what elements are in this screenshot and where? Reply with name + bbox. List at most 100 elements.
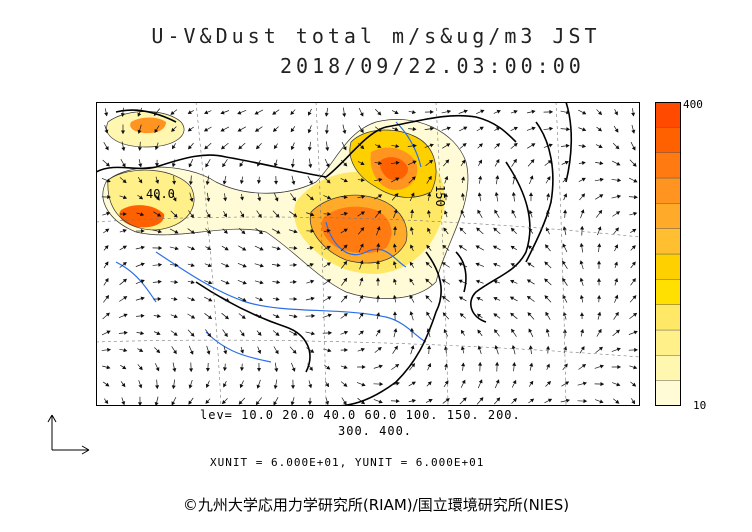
wind-arrow-head [478,159,483,164]
timestamp: 2018/09/22.03:00:00 [280,54,585,78]
wind-arrow-head [310,296,315,301]
wind-arrow-head [275,331,280,336]
wind-arrow-head [156,331,161,335]
wind-arrow-head [446,126,451,131]
wind-arrow-head [256,384,261,389]
wind-arrow-head [633,178,638,183]
wind-arrow-head [155,196,160,201]
wind-arrow-head [137,402,143,406]
wind-arrow-head [105,312,110,317]
wind-arrow-head [171,401,176,406]
wind-arrow-head [343,313,348,317]
wind-arrow-head [273,401,278,406]
wind-arrow-head [378,161,383,166]
wind-arrow-head [190,280,195,285]
wind-arrow-head [544,278,549,283]
wind-arrow-head [173,297,178,301]
wind-arrow-head [615,399,620,404]
wind-arrow-head [204,110,209,115]
wind-arrow-head [276,229,281,234]
wind-arrow-head [631,146,636,151]
wind-arrow-head [493,296,498,301]
wind-arrow-head [343,277,348,282]
wind-arrow-head [123,296,128,300]
graticule [96,102,640,406]
wind-arrow-head [205,383,210,388]
wind-arrow-head [634,347,638,352]
wind-arrow-head [615,311,619,317]
wind-arrow-head [460,346,465,351]
wind-arrow-head [632,382,637,387]
wind-arrow-head [276,280,281,285]
wind-arrow-head [379,382,384,387]
wind-arrow-head [308,164,313,169]
wind-arrow-head [171,127,176,132]
wind-arrow-head [242,280,247,285]
wind-arrow-head [220,145,226,150]
wind-arrow-head [225,263,230,268]
colorbar [655,102,681,406]
wind-arrow-head [546,363,550,368]
wind-arrow-head [495,379,500,384]
wind-arrow-head [633,195,638,200]
wind-arrow-head [220,110,225,115]
wind-arrow-head [510,227,515,232]
wind-arrow-head [238,145,243,150]
wind-arrow-head [120,130,126,135]
wind-arrow-head [239,180,244,185]
wind-arrow-head [272,110,277,115]
wind-arrow-head [615,329,620,334]
wind-arrow-head [528,328,533,333]
wind-arrow-head [140,212,145,217]
wind-arrow-head [443,193,449,197]
wind-arrow-head [174,263,179,268]
wind-arrow-head [225,297,230,302]
wind-arrow-head [273,385,278,390]
wind-arrow-head [360,161,365,165]
wind-arrow-head [412,160,417,165]
wind-arrow-head [394,193,399,198]
wind-arrow-head [475,245,480,250]
wind-arrow-head [544,295,549,300]
wind-arrow-head [360,347,365,352]
wind-arrow-head [308,384,313,389]
dust-map: 40.0 150 [96,102,640,406]
wind-arrow-head [580,225,585,230]
wind-arrow-head [325,401,330,406]
wind-arrow-head [377,127,382,132]
colorbar-cell [655,177,681,204]
wind-arrow-head [443,227,448,232]
wind-arrow-head [140,296,145,301]
wind-arrow-head [409,226,414,231]
wind-arrow-head [425,261,430,266]
wind-arrow-head [566,127,571,132]
wind-arrow-head [342,400,347,406]
wind-arrow-head [325,382,330,388]
wind-arrow-head [463,109,468,114]
wind-arrow-head [256,180,261,184]
wind-arrow-head [276,263,281,268]
wind-arrow-head [531,126,536,131]
wind-arrow-head [633,330,638,335]
wind-arrow-head [257,162,261,167]
wind-arrow-head [240,213,245,218]
wind-arrow-head [616,382,621,387]
wind-arrow-head [309,245,314,250]
wind-arrow-head [633,365,638,370]
wind-arrow-head [292,349,297,354]
wind-arrow-head [442,312,447,317]
wind-arrow-head [324,130,329,135]
wind-arrow-head [241,230,246,235]
wind-arrow-head [582,127,587,132]
wind-arrow-head [495,127,501,131]
wind-arrow-head [476,297,481,301]
wind-arrow-head [460,329,465,335]
wind-arrow-head [276,246,281,251]
wind-arrow-head [564,381,570,386]
wind-arrow-head [107,347,111,352]
wind-arrow-head [311,313,316,318]
wind-arrow-head [361,194,366,199]
wind-arrow-head [171,163,176,168]
wind-arrow-head [326,228,331,233]
wind-arrow-head [343,194,348,200]
